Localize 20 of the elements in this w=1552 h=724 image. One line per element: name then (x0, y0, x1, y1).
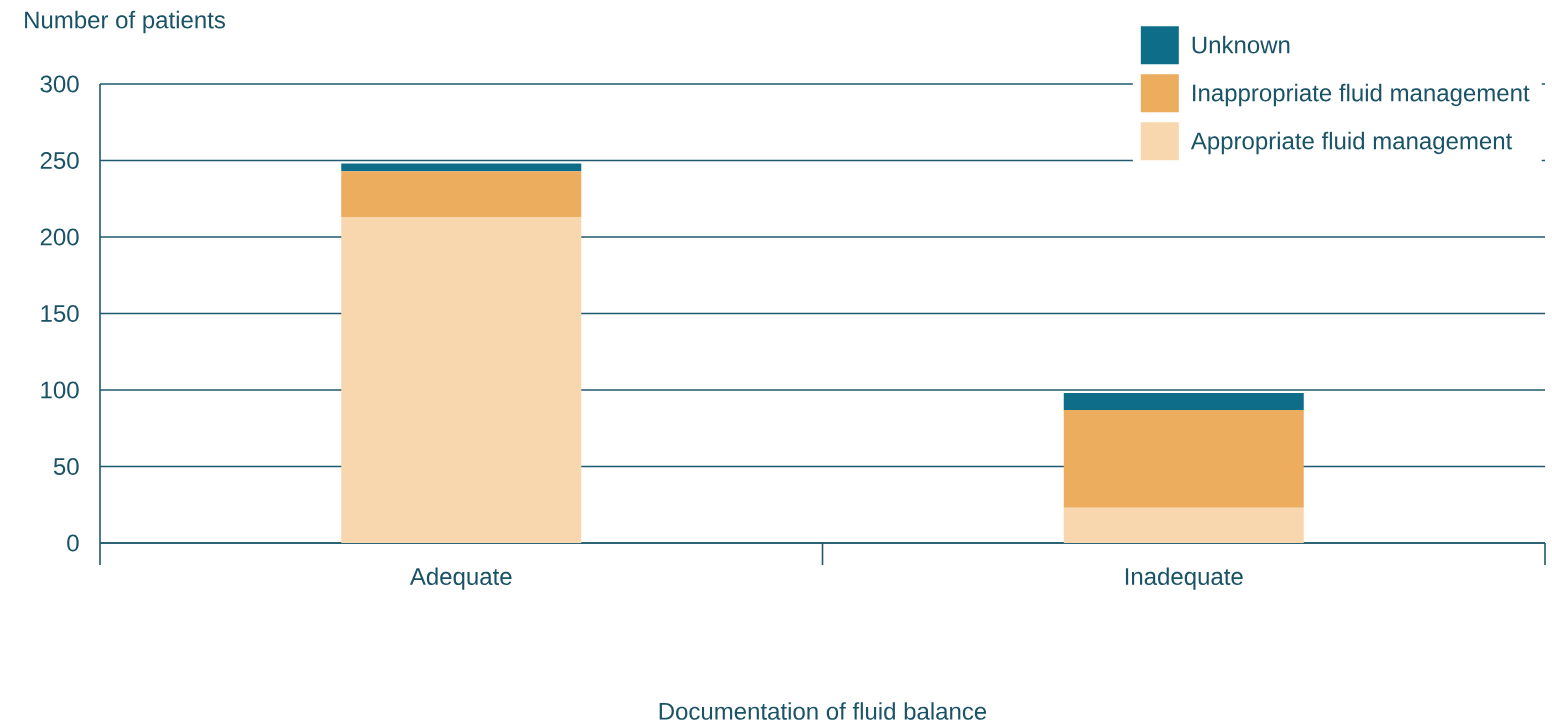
legend-label: Appropriate fluid management (1190, 131, 1513, 155)
y-tick-label: 100 (41, 381, 79, 399)
bar (1063, 409, 1304, 508)
bar (341, 163, 582, 172)
y-tick-label: 0 (67, 534, 79, 552)
y-tick-label: 150 (41, 305, 79, 322)
y-tick-label: 50 (53, 458, 79, 475)
bar (1063, 507, 1304, 543)
x-tick-label: Adequate (409, 567, 512, 590)
bar (1063, 393, 1304, 410)
y-axis-title: Number of patients (25, 10, 225, 34)
y-tick-label: 300 (40, 75, 79, 93)
x-tick-label: Inadequate (1125, 567, 1243, 590)
bar (341, 217, 582, 543)
x-axis-title: Documentation of fluid balance (659, 702, 987, 720)
y-tick-label: 250 (40, 152, 79, 169)
y-tick-label: 200 (40, 228, 79, 246)
legend-label: Inappropriate fluid management (1193, 83, 1530, 107)
legend-label: Unknown (1192, 35, 1290, 54)
bar (341, 171, 582, 218)
